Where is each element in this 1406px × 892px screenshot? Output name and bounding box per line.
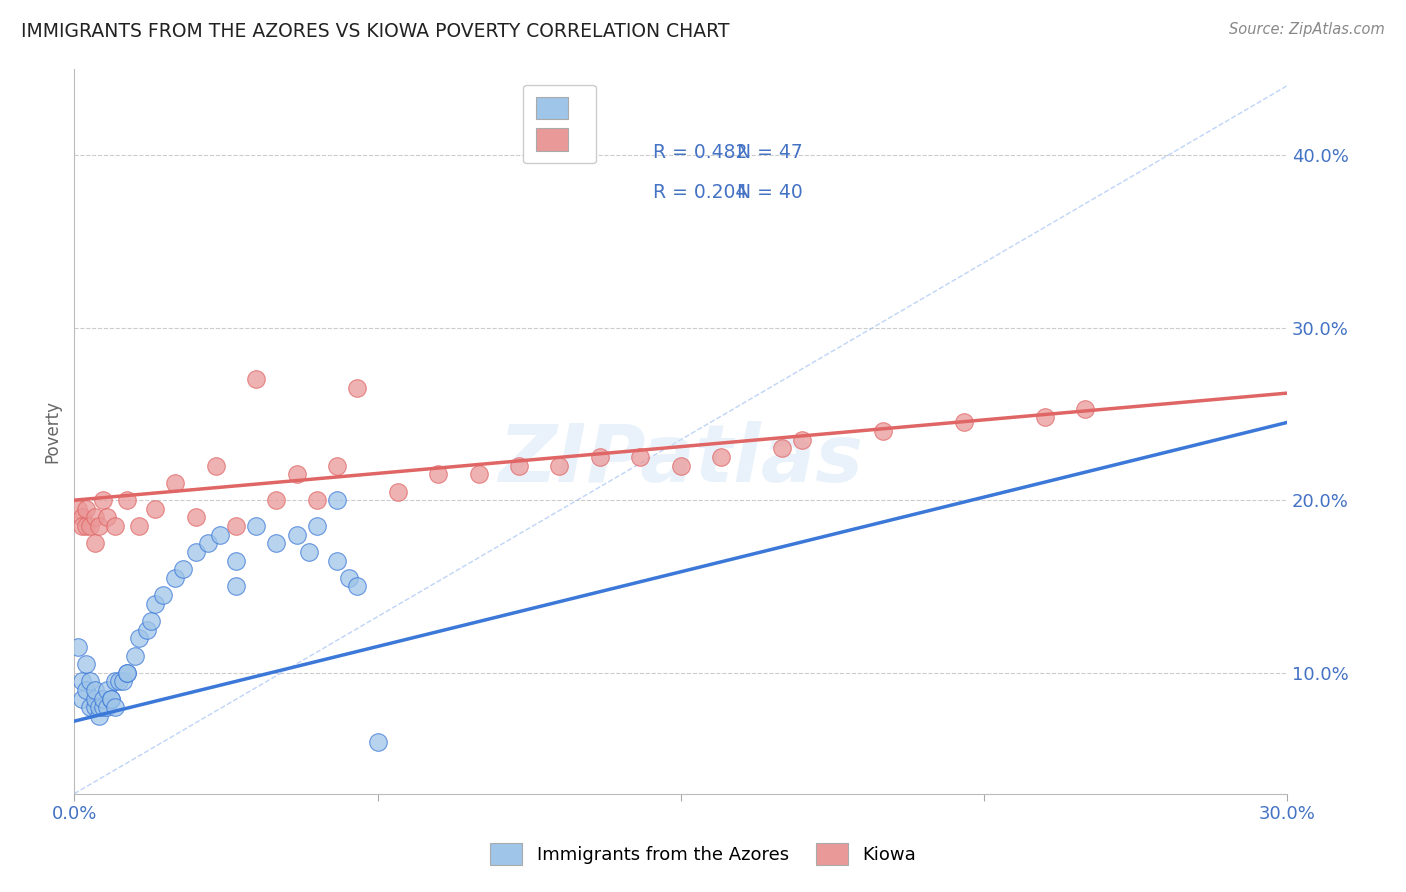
Text: N = 47: N = 47 [737, 143, 803, 161]
Point [225, 579, 247, 593]
Point [266, 536, 288, 550]
Point [91, 700, 114, 714]
Point [83, 691, 105, 706]
Point [508, 458, 530, 473]
Point [305, 519, 328, 533]
Legend: Immigrants from the Azores, Kiowa: Immigrants from the Azores, Kiowa [481, 834, 925, 874]
Point [204, 458, 226, 473]
Point [366, 735, 388, 749]
Point [72, 510, 94, 524]
Point [245, 519, 267, 533]
Point [346, 579, 368, 593]
Point [285, 527, 308, 541]
Point [79, 674, 101, 689]
Point [952, 416, 974, 430]
Point [225, 519, 247, 533]
Point [285, 467, 308, 482]
Point [427, 467, 450, 482]
Point [75, 519, 97, 533]
Point [589, 450, 612, 464]
Point [115, 493, 138, 508]
Point [184, 510, 207, 524]
Point [346, 381, 368, 395]
Point [96, 700, 118, 714]
Point [208, 527, 231, 541]
Text: R = 0.482: R = 0.482 [652, 143, 747, 161]
Point [184, 545, 207, 559]
Point [266, 493, 288, 508]
Point [298, 545, 321, 559]
Point [326, 553, 349, 567]
Text: N = 40: N = 40 [737, 183, 803, 202]
Point [1074, 401, 1097, 416]
Point [96, 683, 118, 698]
Point [710, 450, 733, 464]
Point [67, 501, 90, 516]
Point [115, 665, 138, 680]
Point [79, 519, 101, 533]
Point [165, 571, 187, 585]
Point [172, 562, 194, 576]
Point [79, 700, 101, 714]
Legend: , : , [523, 85, 596, 163]
Point [104, 674, 127, 689]
Point [143, 501, 166, 516]
Point [305, 493, 328, 508]
Point [104, 519, 127, 533]
Text: R = 0.204: R = 0.204 [652, 183, 747, 202]
Point [136, 623, 159, 637]
Point [326, 493, 349, 508]
Point [225, 553, 247, 567]
Point [100, 691, 122, 706]
Point [100, 691, 122, 706]
Point [790, 433, 813, 447]
Point [87, 700, 110, 714]
Point [75, 501, 97, 516]
Point [139, 614, 162, 628]
Point [83, 510, 105, 524]
Point [72, 674, 94, 689]
Point [326, 458, 349, 473]
Point [83, 536, 105, 550]
Point [87, 519, 110, 533]
Point [669, 458, 692, 473]
Text: IMMIGRANTS FROM THE AZORES VS KIOWA POVERTY CORRELATION CHART: IMMIGRANTS FROM THE AZORES VS KIOWA POVE… [21, 22, 730, 41]
Point [467, 467, 489, 482]
Y-axis label: Poverty: Poverty [44, 400, 60, 463]
Point [72, 691, 94, 706]
Point [124, 648, 146, 663]
Point [96, 510, 118, 524]
Point [770, 442, 793, 456]
Point [143, 597, 166, 611]
Text: Source: ZipAtlas.com: Source: ZipAtlas.com [1229, 22, 1385, 37]
Point [75, 683, 97, 698]
Point [75, 657, 97, 672]
Point [107, 674, 129, 689]
Point [548, 458, 571, 473]
Text: ZIPatlas: ZIPatlas [498, 421, 863, 500]
Point [337, 571, 360, 585]
Point [87, 709, 110, 723]
Point [387, 484, 409, 499]
Point [128, 519, 150, 533]
Point [128, 632, 150, 646]
Point [91, 493, 114, 508]
Point [91, 691, 114, 706]
Point [245, 372, 267, 386]
Point [111, 674, 134, 689]
Point [165, 475, 187, 490]
Point [104, 700, 127, 714]
Point [83, 683, 105, 698]
Point [1033, 410, 1056, 425]
Point [115, 665, 138, 680]
Point [197, 536, 219, 550]
Point [72, 519, 94, 533]
Point [152, 588, 174, 602]
Point [83, 700, 105, 714]
Point [67, 640, 90, 654]
Point [872, 424, 894, 438]
Point [628, 450, 651, 464]
